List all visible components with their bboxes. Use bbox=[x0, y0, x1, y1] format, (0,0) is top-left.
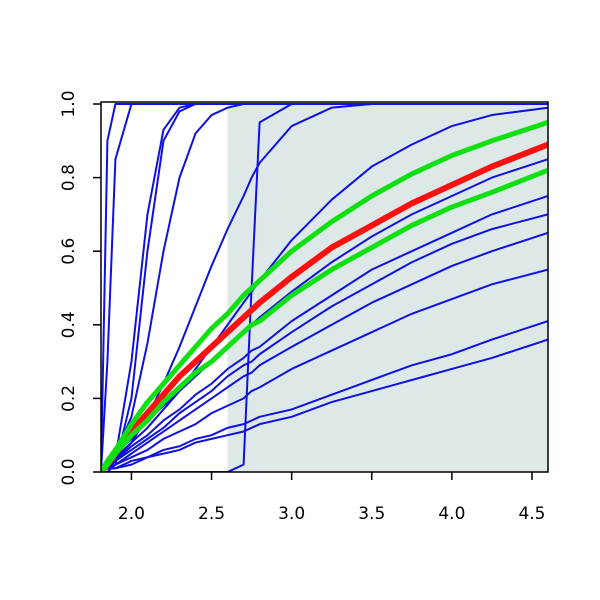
series-line bbox=[101, 195, 548, 472]
series-line bbox=[101, 231, 548, 472]
series-line bbox=[101, 103, 548, 472]
series-line bbox=[101, 320, 548, 472]
y-tick-label: 0.2 bbox=[59, 385, 79, 412]
x-tick-label: 4.0 bbox=[438, 504, 465, 524]
y-tick-label: 0.4 bbox=[59, 311, 79, 338]
y-tick-label: 0.6 bbox=[59, 238, 79, 265]
series-line bbox=[101, 338, 548, 472]
x-tick-label: 4.5 bbox=[518, 504, 545, 524]
x-tick-label: 3.5 bbox=[358, 504, 385, 524]
series-line bbox=[101, 106, 548, 472]
series-line bbox=[101, 167, 548, 472]
plot-frame bbox=[100, 101, 549, 473]
x-tick-label: 3.0 bbox=[278, 504, 305, 524]
y-tick-label: 0.0 bbox=[59, 458, 79, 485]
x-tick-label: 2.5 bbox=[198, 504, 225, 524]
y-tick-label: 1.0 bbox=[59, 90, 79, 117]
series-line bbox=[101, 268, 548, 472]
y-tick-label: 0.8 bbox=[59, 164, 79, 191]
series-line bbox=[101, 120, 548, 472]
series-line bbox=[101, 141, 548, 472]
series-line bbox=[101, 213, 548, 472]
x-tick-label: 2.0 bbox=[118, 504, 145, 524]
